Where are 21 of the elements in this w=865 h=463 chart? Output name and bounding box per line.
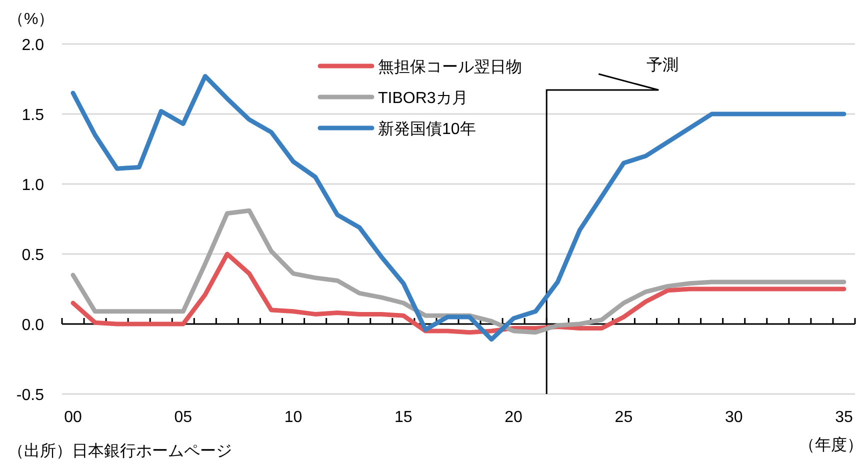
x-tick-label: 35 — [835, 409, 853, 426]
y-axis-title: （%） — [8, 11, 54, 28]
y-tick-label: 0.0 — [22, 317, 44, 334]
y-tick-label: 1.5 — [22, 107, 44, 124]
y-tick-label: 1.0 — [22, 177, 44, 194]
x-tick-label: 10 — [284, 409, 302, 426]
text: （出所）日本銀行ホームページ — [8, 442, 232, 460]
y-tick-label: 0.5 — [22, 247, 44, 264]
x-tick-label: 05 — [174, 409, 192, 426]
y-tick-label: 2.0 — [22, 37, 44, 54]
legend-label: TIBOR3カ月 — [378, 90, 468, 107]
x-tick-label: 00 — [64, 409, 82, 426]
x-axis-title: （年度） — [799, 436, 863, 454]
y-tick-label: -0.5 — [16, 387, 44, 404]
x-tick-label: 15 — [394, 409, 412, 426]
x-tick-label: 25 — [614, 409, 633, 426]
x-tick-label: 30 — [724, 409, 743, 426]
legend-label: 無担保コール翌日物 — [378, 59, 522, 76]
ref-line-label: 予測 — [646, 56, 679, 74]
legend-label: 新発国債10年 — [378, 120, 476, 138]
x-tick-label: 20 — [504, 409, 523, 426]
